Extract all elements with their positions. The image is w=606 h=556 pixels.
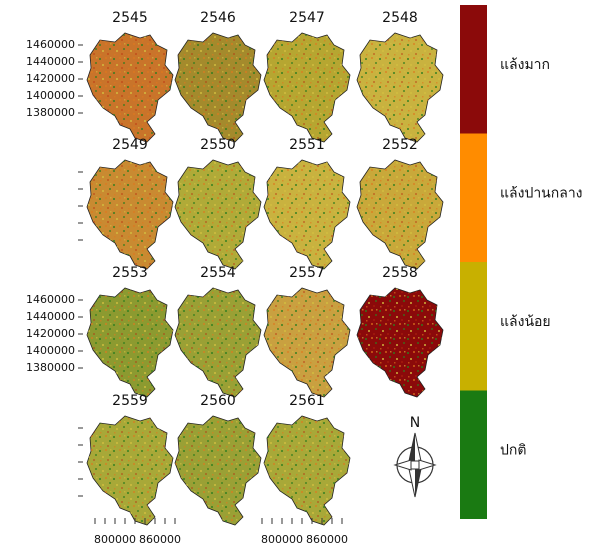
map-texture bbox=[357, 33, 443, 142]
panel-title: 2549 bbox=[112, 137, 148, 153]
y-tick-label: 1400000 bbox=[26, 89, 75, 102]
north-arrow: N bbox=[395, 415, 435, 497]
map-texture bbox=[264, 160, 350, 269]
panel-title: 2552 bbox=[382, 137, 418, 153]
y-tick-label: 1380000 bbox=[26, 361, 75, 374]
map-texture bbox=[264, 288, 350, 397]
map-texture bbox=[175, 160, 261, 269]
figure: N 2545 2546 2547 2548 2549 2550 2551 2552 2553 25… bbox=[0, 0, 606, 552]
x-tick-label: 860000 bbox=[139, 533, 181, 546]
map-texture bbox=[264, 33, 350, 142]
y-tick-label: 1440000 bbox=[26, 310, 75, 323]
map-texture bbox=[175, 33, 261, 142]
legend-swatch bbox=[460, 391, 487, 520]
map-texture bbox=[87, 416, 173, 525]
y-tick-label: 1460000 bbox=[26, 38, 75, 51]
legend-swatch bbox=[460, 262, 487, 391]
legend-label: แล้งปานกลาง bbox=[500, 186, 583, 202]
y-tick-label: 1420000 bbox=[26, 327, 75, 340]
panel-title: 2548 bbox=[382, 10, 418, 26]
panel-title: 2545 bbox=[112, 10, 148, 26]
y-tick-label: 1440000 bbox=[26, 55, 75, 68]
panel-title: 2559 bbox=[112, 393, 148, 409]
legend-swatch bbox=[460, 134, 487, 263]
y-tick-label: 1380000 bbox=[26, 106, 75, 119]
x-tick-label: 860000 bbox=[306, 533, 348, 546]
panel-title: 2561 bbox=[289, 393, 325, 409]
panel-title: 2553 bbox=[112, 265, 148, 281]
map-texture bbox=[357, 160, 443, 269]
map-texture bbox=[87, 288, 173, 397]
y-tick-label: 1400000 bbox=[26, 344, 75, 357]
map-texture bbox=[175, 416, 261, 525]
north-label: N bbox=[410, 415, 420, 431]
map-texture bbox=[87, 160, 173, 269]
panel-title: 2554 bbox=[200, 265, 236, 281]
panel-title: 2546 bbox=[200, 10, 236, 26]
legend-label: ปกติ bbox=[500, 443, 526, 459]
panel-title: 2547 bbox=[289, 10, 325, 26]
x-tick-label: 800000 bbox=[261, 533, 303, 546]
panel-title: 2557 bbox=[289, 265, 325, 281]
map-texture bbox=[264, 416, 350, 525]
legend-swatch bbox=[460, 5, 487, 134]
map-texture bbox=[357, 288, 443, 397]
map-texture bbox=[175, 288, 261, 397]
x-tick-label: 800000 bbox=[94, 533, 136, 546]
panel-title: 2560 bbox=[200, 393, 236, 409]
legend-label: แล้งน้อย bbox=[500, 314, 551, 330]
panel-title: 2550 bbox=[200, 137, 236, 153]
panel-title: 2551 bbox=[289, 137, 325, 153]
legend-label: แล้งมาก bbox=[500, 57, 550, 73]
y-tick-label: 1460000 bbox=[26, 293, 75, 306]
map-texture bbox=[87, 33, 173, 142]
y-tick-label: 1420000 bbox=[26, 72, 75, 85]
panel-title: 2558 bbox=[382, 265, 418, 281]
